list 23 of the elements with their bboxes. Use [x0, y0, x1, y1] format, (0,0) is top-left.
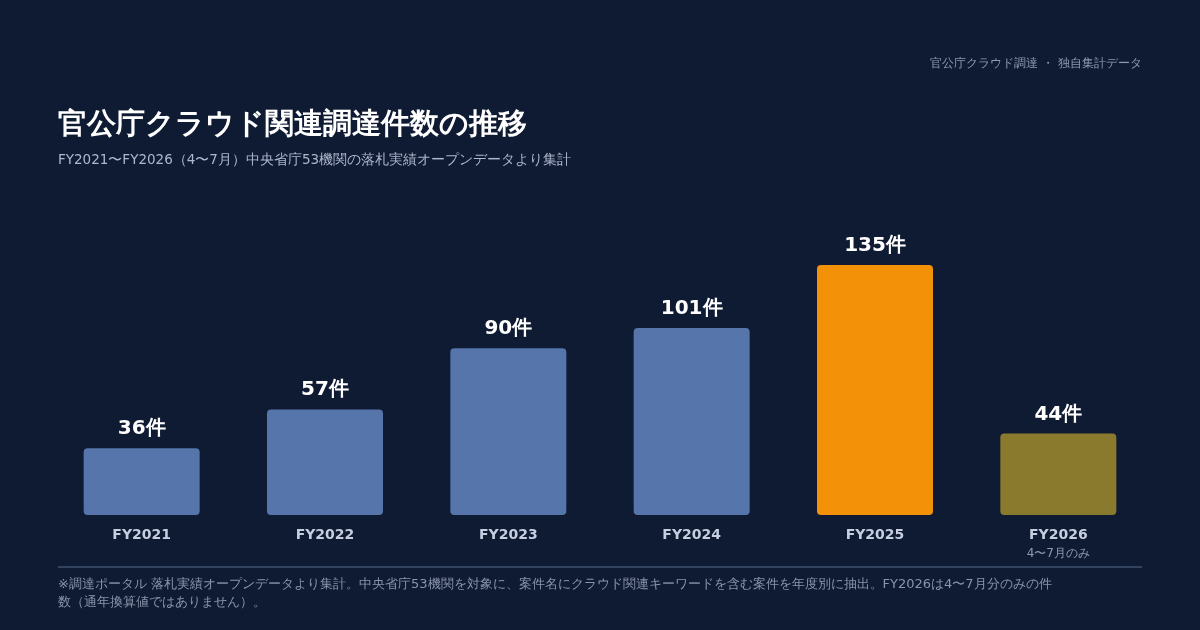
bar — [1000, 433, 1117, 515]
chart-subtitle: FY2021〜FY2026（4〜7月）中央省庁53機関の落札実績オープンデータより集計 — [58, 151, 572, 167]
x-tick-label: FY2021 — [112, 526, 171, 542]
text: ※調達ポータル 落札実績オープンデータより集計。中央省庁53機関を対象に、案件名にクラウド関連キーワードを含む案件を年度別に抽出。FY2026は4〜7月分のみの件数（通年換算値ではありません）。 — [58, 576, 1052, 609]
data-label: 90件 — [484, 315, 533, 340]
bar — [83, 448, 200, 515]
data-label: 101件 — [660, 294, 723, 319]
bar — [633, 327, 750, 515]
text: 4〜7月のみ — [1026, 546, 1090, 560]
x-tick-label: FY2022 — [295, 526, 355, 542]
chart-title: 官公庁クラウド関連調達件数の推移 — [58, 106, 527, 140]
x-tick-label: FY2024 — [662, 526, 722, 542]
data-label: 135件 — [844, 232, 906, 256]
text: 官公庁クラウド調達 ・ 独自集計データ — [930, 56, 1142, 70]
bar — [450, 348, 567, 515]
x-tick-label: FY2026 — [1029, 526, 1088, 542]
x-tick-label: FY2025 — [845, 526, 905, 542]
x-tick-label: FY2023 — [479, 526, 538, 542]
data-label: 36件 — [117, 415, 166, 440]
bar — [267, 409, 383, 515]
data-label: 44件 — [1034, 400, 1083, 425]
data-label: 57件 — [301, 376, 349, 401]
bar — [817, 265, 933, 515]
